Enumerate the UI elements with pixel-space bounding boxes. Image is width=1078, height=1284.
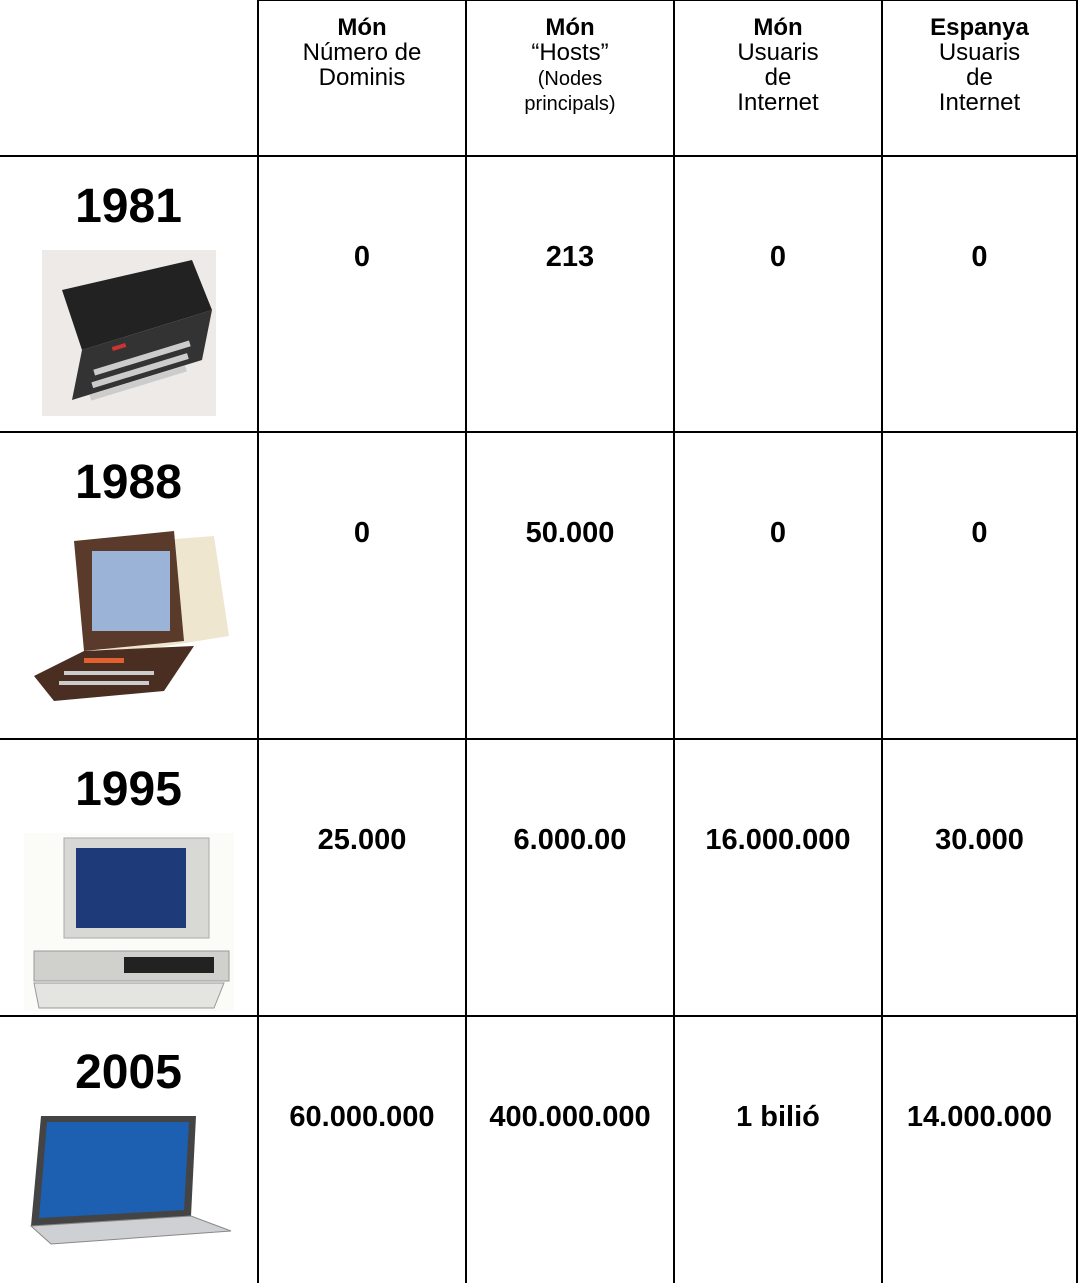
header-line: (Nodes [537,68,603,90]
year: 1995 [75,762,182,816]
year-cell: 2005 [0,1014,259,1283]
header-title: Món [753,14,803,41]
data-row: 2005 60.000.000 400.000.000 1 bilió 14.0… [0,1014,1078,1283]
data-row: 1981 0 213 0 0 [0,154,1078,433]
value-cell: 1 bilió [673,1014,883,1283]
year: 2005 [75,1045,182,1099]
header-title: Espanya [930,14,1029,41]
value-cell: 25.000 [257,737,467,1017]
header-line: Internet [737,89,819,116]
zx81-image [41,249,216,416]
pc-image [23,832,234,1011]
value-cell: 16.000.000 [673,737,883,1017]
value-cell: 0 [673,430,883,740]
value-cell: 30.000 [881,737,1078,1017]
value-cell: 14.000.000 [881,1014,1078,1283]
value-cell: 60.000.000 [257,1014,467,1283]
header-line: de [764,64,792,91]
header-cell: Món Usuaris de Internet [673,0,883,157]
year-cell: 1988 [0,430,259,740]
header-line: Número de [302,39,422,66]
year: 1981 [75,179,182,233]
year-cell: 1995 [0,737,259,1017]
minitel-image [33,530,229,701]
header-title: Món [545,14,595,41]
value-cell: 0 [257,430,467,740]
empty-cell [0,0,259,157]
value-cell: 213 [465,154,675,433]
year-cell: 1981 [0,154,259,433]
value-cell: 0 [257,154,467,433]
value-cell: 400.000.000 [465,1014,675,1283]
header-row: Món Número de Dominis Món “Hosts” (Nodes prin… [0,0,1078,157]
data-row: 1988 0 50.000 0 0 [0,430,1078,740]
laptop-image [29,1115,232,1245]
header-line: de [966,64,993,91]
header-line: Dominis [318,64,406,91]
header-cell: Món “Hosts” (Nodes principals) [465,0,675,157]
data-row: 1995 25.000 6.000.00 16.000.000 30.000 [0,737,1078,1017]
header-cell: Món Número de Dominis [257,0,467,157]
header-title: Món [337,14,387,41]
value-cell: 6.000.00 [465,737,675,1017]
header-line: Internet [938,89,1021,116]
year: 1988 [75,455,182,509]
header-line: Usuaris [737,39,819,66]
value-cell: 0 [881,430,1078,740]
value-cell: 0 [673,154,883,433]
header-line: Usuaris [938,39,1021,66]
header-line: principals) [524,93,616,115]
value-cell: 50.000 [465,430,675,740]
header-line: “Hosts” [531,39,609,66]
value-cell: 0 [881,154,1078,433]
header-cell: Espanya Usuaris de Internet [881,0,1078,157]
